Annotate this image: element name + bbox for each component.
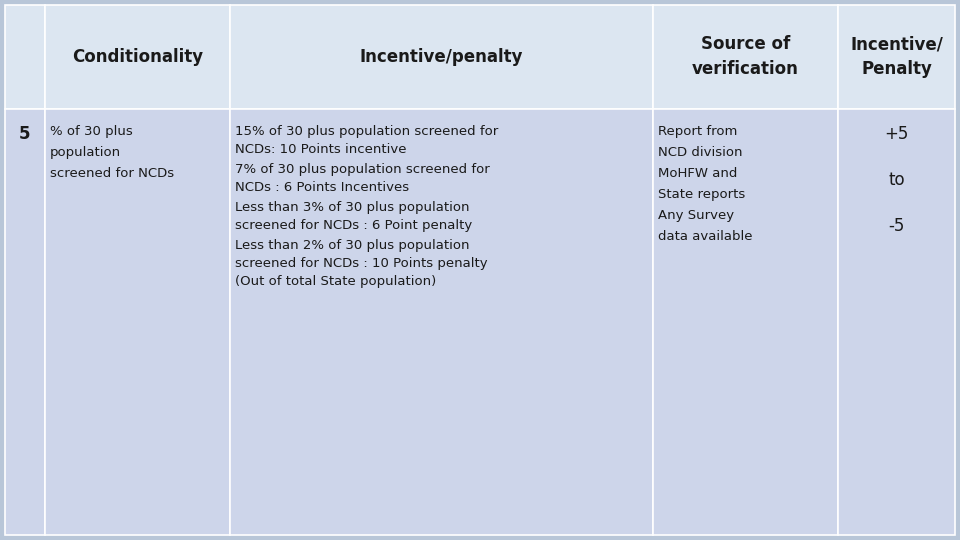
Bar <box>5 109 45 535</box>
Bar <box>45 109 230 535</box>
Text: -5: -5 <box>889 217 905 234</box>
Bar <box>653 109 838 535</box>
Text: Conditionality: Conditionality <box>72 48 203 66</box>
Bar <box>838 5 955 109</box>
Text: Incentive/penalty: Incentive/penalty <box>360 48 523 66</box>
Bar <box>230 109 653 535</box>
Text: 15% of 30 plus population screened for
NCDs: 10 Points incentive: 15% of 30 plus population screened for N… <box>235 125 498 156</box>
Text: to: to <box>888 171 905 188</box>
Text: 7% of 30 plus population screened for
NCDs : 6 Points Incentives: 7% of 30 plus population screened for NC… <box>235 163 490 194</box>
Text: 5: 5 <box>19 125 31 143</box>
Bar <box>230 5 653 109</box>
Bar <box>5 5 45 109</box>
Bar <box>45 5 230 109</box>
Text: Report from
NCD division
MoHFW and
State reports
Any Survey
data available: Report from NCD division MoHFW and State… <box>658 125 753 243</box>
Bar <box>838 109 955 535</box>
Text: % of 30 plus
population
screened for NCDs: % of 30 plus population screened for NCD… <box>50 125 174 180</box>
Text: Incentive/
Penalty: Incentive/ Penalty <box>851 36 943 78</box>
Bar <box>653 5 838 109</box>
Text: Less than 2% of 30 plus population
screened for NCDs : 10 Points penalty
(Out of: Less than 2% of 30 plus population scree… <box>235 239 488 288</box>
Text: Source of
verification: Source of verification <box>692 36 799 78</box>
Text: Less than 3% of 30 plus population
screened for NCDs : 6 Point penalty: Less than 3% of 30 plus population scree… <box>235 201 472 232</box>
Text: +5: +5 <box>884 125 909 143</box>
